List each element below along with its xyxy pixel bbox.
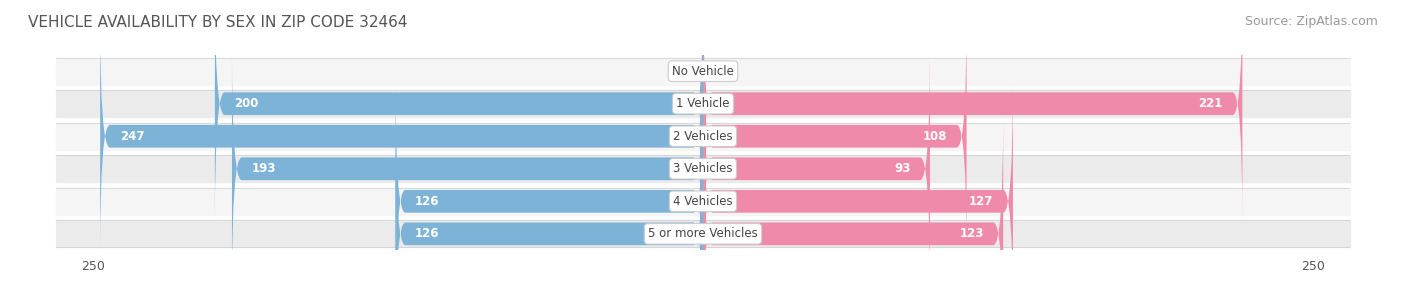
Text: 4 Vehicles: 4 Vehicles [673, 195, 733, 208]
FancyBboxPatch shape [215, 0, 703, 222]
Text: 200: 200 [235, 97, 259, 110]
Text: 126: 126 [415, 195, 440, 208]
Text: 123: 123 [959, 227, 984, 240]
Text: VEHICLE AVAILABILITY BY SEX IN ZIP CODE 32464: VEHICLE AVAILABILITY BY SEX IN ZIP CODE … [28, 15, 408, 30]
Bar [56, 58, 1350, 84]
Text: 193: 193 [252, 162, 276, 175]
Bar [56, 221, 1350, 247]
Text: 1 Vehicle: 1 Vehicle [676, 97, 730, 110]
FancyBboxPatch shape [100, 17, 703, 255]
Bar [56, 123, 1350, 149]
FancyBboxPatch shape [232, 50, 703, 288]
Text: Source: ZipAtlas.com: Source: ZipAtlas.com [1244, 15, 1378, 28]
FancyBboxPatch shape [703, 50, 929, 288]
Text: No Vehicle: No Vehicle [672, 65, 734, 78]
Text: 5 or more Vehicles: 5 or more Vehicles [648, 227, 758, 240]
Text: 2 Vehicles: 2 Vehicles [673, 130, 733, 143]
FancyBboxPatch shape [395, 83, 703, 305]
Bar [56, 90, 1350, 117]
Text: 3 Vehicles: 3 Vehicles [673, 162, 733, 175]
Text: 247: 247 [120, 130, 145, 143]
Text: 93: 93 [894, 162, 911, 175]
Text: 0: 0 [723, 65, 730, 78]
Text: 126: 126 [415, 227, 440, 240]
FancyBboxPatch shape [703, 17, 966, 255]
FancyBboxPatch shape [395, 115, 703, 305]
Text: 108: 108 [922, 130, 948, 143]
FancyBboxPatch shape [703, 0, 1243, 222]
Text: 0: 0 [676, 65, 683, 78]
FancyBboxPatch shape [703, 83, 1012, 305]
FancyBboxPatch shape [703, 115, 1004, 305]
Text: 221: 221 [1198, 97, 1223, 110]
Bar [56, 156, 1350, 182]
Bar [56, 188, 1350, 215]
Text: 127: 127 [969, 195, 994, 208]
